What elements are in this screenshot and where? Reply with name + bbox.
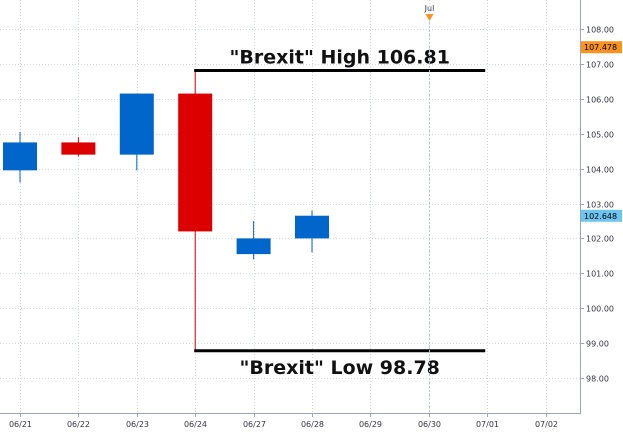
candle (119, 93, 154, 171)
x-tick-label: 07/02 (535, 420, 558, 429)
candle (3, 131, 37, 183)
x-tick-label: 06/24 (184, 420, 207, 429)
annotation: "Brexit" Low 98.78 (194, 349, 486, 379)
x-tick-label: 06/23 (126, 420, 149, 429)
y-tick-label: 98.00 (586, 375, 609, 384)
x-tick-label: 06/29 (359, 420, 382, 429)
y-tick-label: 106.00 (586, 96, 614, 105)
y-tick-label: 102.00 (586, 235, 614, 244)
candle (61, 137, 96, 157)
annotation-label: "Brexit" High 106.81 (229, 47, 449, 69)
month-marker: Jul (424, 4, 435, 413)
candle-body (295, 215, 329, 239)
candles (3, 70, 329, 351)
y-axis: 108.00 107.00 106.00 105.00 104.00 103.00 102.… (580, 26, 614, 384)
candle (295, 210, 329, 253)
candle-body (178, 93, 213, 232)
price-badge: 107.478 (581, 41, 622, 54)
annotation: "Brexit" High 106.81 (194, 47, 486, 73)
price-badge-box (581, 41, 622, 54)
plot-background (0, 0, 580, 413)
candle (178, 70, 213, 351)
annotations: "Brexit" High 106.81 "Brexit" Low 98.78 (194, 47, 486, 379)
x-tick-label: 06/27 (243, 420, 266, 429)
x-tick-label: 06/21 (9, 420, 32, 429)
y-tick-label: 99.00 (586, 340, 609, 349)
price-badges: 107.478 102.648 (581, 41, 622, 222)
grid-lines (0, 0, 580, 413)
month-marker-label: Jul (424, 4, 435, 13)
x-tick-label: 07/01 (476, 420, 499, 429)
y-tick-label: 105.00 (586, 131, 614, 140)
y-tick-label: 104.00 (586, 166, 614, 175)
candle-body (3, 142, 37, 171)
y-tick-label: 100.00 (586, 305, 614, 314)
candle-body (119, 93, 154, 155)
price-badge: 102.648 (581, 209, 622, 222)
candle-body (236, 238, 271, 255)
y-tick-label: 107.00 (586, 61, 614, 70)
x-tick-label: 06/30 (418, 420, 441, 429)
x-tick-label: 06/28 (301, 420, 324, 429)
x-tick-label: 06/22 (67, 420, 90, 429)
y-tick-label: 108.00 (586, 26, 614, 35)
price-badge-box (581, 209, 622, 222)
price-badge-label: 107.478 (584, 43, 617, 52)
candle-body (61, 142, 96, 155)
y-tick-label: 101.00 (586, 270, 614, 279)
x-axis: 06/21 06/22 06/23 06/24 06/27 06/28 06/29 06/30… (9, 413, 558, 429)
candle (236, 220, 271, 260)
month-marker-triangle (425, 14, 434, 21)
y-tick-label: 103.00 (586, 201, 614, 210)
annotation-label: "Brexit" Low 98.78 (239, 357, 439, 379)
price-badge-label: 102.648 (584, 212, 617, 221)
